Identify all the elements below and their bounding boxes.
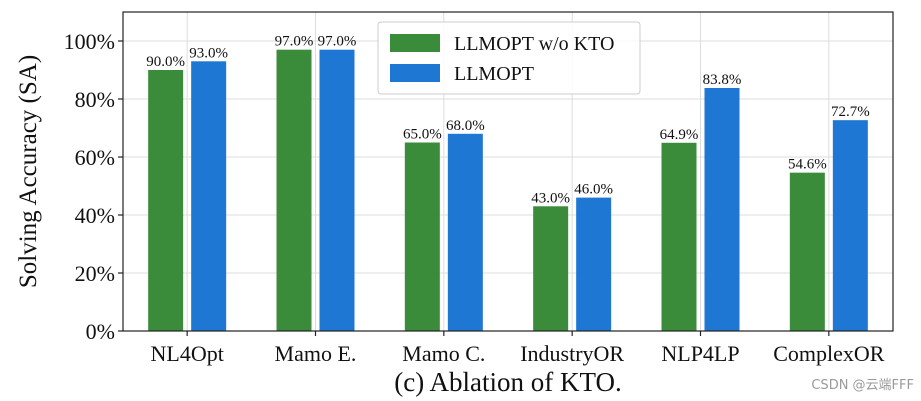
data-label-llmopt-w-o-kto-nl4opt: 90.0% [146, 54, 185, 70]
y-tick-label: 80% [75, 87, 115, 112]
bar-llmopt-w-o-kto-complexor [789, 172, 825, 331]
y-axis-ticks: 0% 20% 40% 60% 80% 100% [64, 29, 123, 344]
x-tick-label-industryor: IndustryOR [520, 341, 624, 366]
bar-llmopt-mamo-c [447, 133, 483, 331]
y-tick-label: 40% [75, 203, 115, 228]
chart-caption: (c) Ablation of KTO. [394, 367, 621, 397]
bar-llmopt-w-o-kto-mamo-c [404, 142, 440, 331]
data-label-llmopt-complexor: 72.7% [831, 104, 870, 120]
bar-llmopt-w-o-kto-mamo-e [276, 49, 312, 331]
y-tick-label: 20% [75, 261, 115, 286]
bar-llmopt-w-o-kto-nlp4lp [661, 142, 697, 331]
plot-frame [122, 11, 894, 332]
x-tick-label-complexor: ComplexOR [773, 341, 885, 366]
data-label-llmopt-mamo-c: 68.0% [446, 118, 485, 134]
bar-llmopt-w-o-kto-nl4opt [148, 70, 184, 331]
data-label-llmopt-w-o-kto-complexor: 54.6% [788, 157, 827, 173]
data-label-llmopt-w-o-kto-mamo-c: 65.0% [403, 127, 442, 143]
legend-label-llmopt: LLMOPT [454, 63, 534, 85]
data-label-llmopt-nl4opt: 93.0% [189, 45, 228, 61]
x-axis-ticks: NL4Opt Mamo E. Mamo C. IndustryOR NLP4LP Comp… [151, 331, 885, 366]
bar-llmopt-w-o-kto-industryor [533, 206, 569, 331]
y-tick-label: 60% [75, 145, 115, 170]
legend-box [377, 21, 641, 95]
bar-llmopt-mamo-e [319, 49, 355, 331]
data-label-llmopt-w-o-kto-mamo-e: 97.0% [275, 34, 314, 50]
bar-llmopt-industryor [576, 197, 612, 331]
data-label-llmopt-mamo-e: 97.0% [318, 34, 357, 50]
watermark: CSDN @云端FFF [811, 378, 914, 393]
data-label-llmopt-w-o-kto-industryor: 43.0% [531, 190, 570, 206]
data-label-llmopt-w-o-kto-nlp4lp: 64.9% [660, 127, 699, 143]
data-label-llmopt-industryor: 46.0% [574, 182, 613, 198]
bar-llmopt-nl4opt [191, 61, 227, 332]
x-tick-label-mamo-c: Mamo C. [402, 341, 485, 366]
x-tick-label-mamo-e: Mamo E. [275, 341, 357, 366]
y-axis-label: Solving Accuracy (SA) [15, 55, 42, 288]
legend-swatch-llmopt [390, 64, 440, 82]
x-tick-label-nl4opt: NL4Opt [151, 341, 224, 366]
data-label-llmopt-nlp4lp: 83.8% [703, 72, 742, 88]
legend-label-llmopt-wo-kto: LLMOPT w/o KTO [454, 33, 614, 55]
bars [148, 49, 868, 332]
legend-swatch-llmopt-wo-kto [390, 34, 440, 52]
y-tick-label: 0% [86, 319, 115, 344]
bar-llmopt-nlp4lp [704, 87, 740, 331]
y-tick-label: 100% [64, 29, 115, 54]
x-tick-label-nlp4lp: NLP4LP [661, 341, 739, 366]
bar-llmopt-complexor [832, 120, 868, 331]
legend: LLMOPT w/o KTO LLMOPT [377, 21, 641, 95]
data-labels: 90.0%93.0% 97.0% 97.0% 65.0%68.0% 43.0%46.0%… [146, 34, 869, 207]
